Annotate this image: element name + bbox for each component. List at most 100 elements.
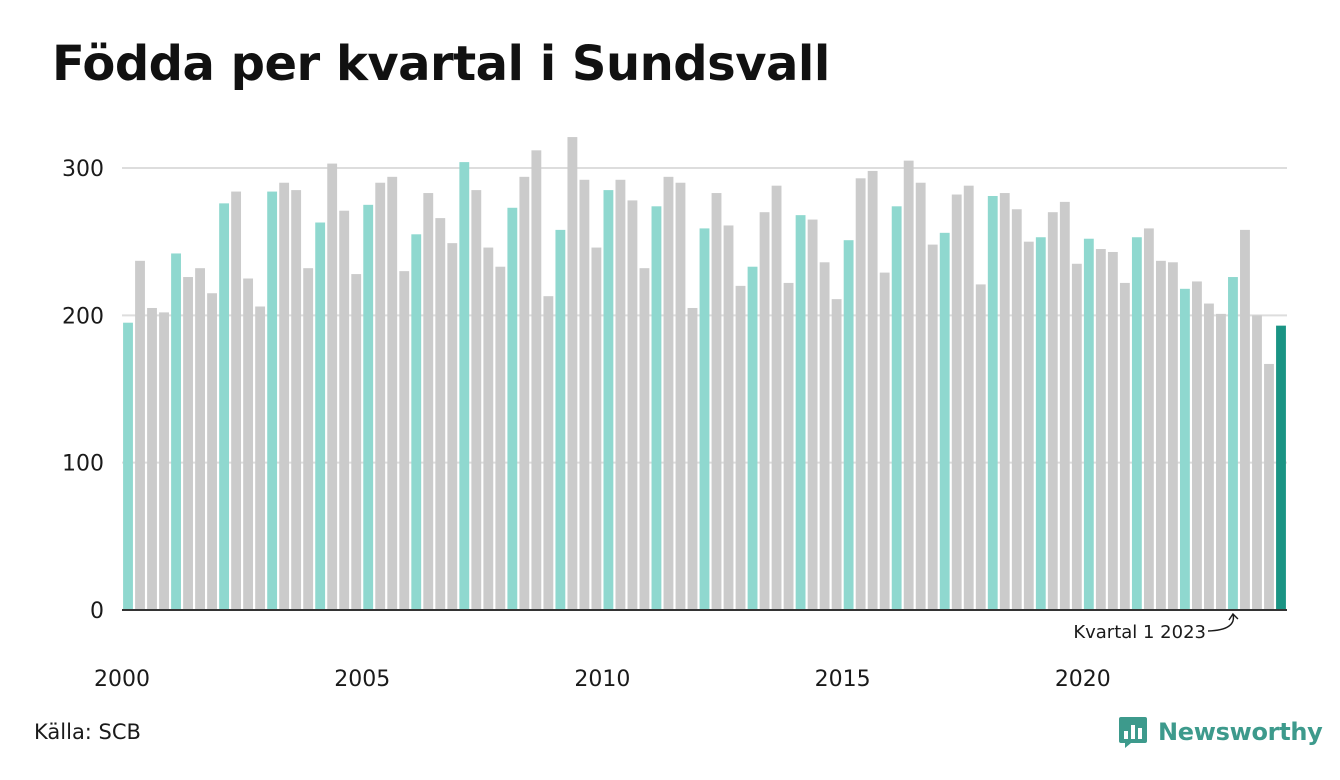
bar xyxy=(891,206,902,610)
bar xyxy=(1179,288,1190,610)
bar xyxy=(963,185,974,610)
bar xyxy=(1095,249,1106,611)
bar xyxy=(951,194,962,610)
bar xyxy=(603,190,614,610)
bar xyxy=(1276,325,1286,610)
bar xyxy=(723,225,734,610)
bar xyxy=(663,176,674,610)
bar xyxy=(879,272,890,610)
bar xyxy=(1071,263,1082,610)
bar xyxy=(807,219,818,611)
bar xyxy=(1107,251,1118,611)
bar xyxy=(615,179,626,610)
bar xyxy=(411,234,422,611)
brand-name: Newsworthy xyxy=(1158,718,1323,746)
bar xyxy=(303,268,314,610)
bar xyxy=(795,215,806,610)
bar xyxy=(507,207,518,610)
bar xyxy=(1083,238,1094,610)
bar xyxy=(351,274,362,610)
y-axis-tick-labels: 0 100 200 300 xyxy=(62,157,104,624)
bar xyxy=(339,210,350,610)
bar xyxy=(207,293,218,610)
annotation-arrow xyxy=(1207,613,1235,632)
y-tick-label: 200 xyxy=(62,304,104,329)
bar xyxy=(495,266,506,610)
bar xyxy=(147,307,157,610)
bar xyxy=(219,203,230,611)
bar xyxy=(267,191,278,610)
bar xyxy=(555,229,566,610)
bar xyxy=(1191,281,1202,610)
chart-title: Födda per kvartal i Sundsvall xyxy=(52,36,830,92)
bar xyxy=(687,307,698,610)
bar xyxy=(171,253,181,610)
bar xyxy=(675,182,686,610)
bar xyxy=(651,206,662,610)
bar xyxy=(867,170,878,611)
y-tick-label: 0 xyxy=(90,599,104,624)
bar xyxy=(243,278,254,610)
bar xyxy=(831,299,842,610)
bar xyxy=(771,185,782,610)
bar xyxy=(591,247,602,610)
bar xyxy=(1252,315,1262,610)
bar xyxy=(183,277,193,610)
x-tick-label: 2005 xyxy=(334,667,390,692)
bar xyxy=(435,218,446,611)
y-tick-label: 100 xyxy=(62,452,104,477)
bar xyxy=(531,150,542,610)
y-tick-label: 300 xyxy=(62,157,104,182)
bar xyxy=(939,232,950,610)
bar xyxy=(1059,201,1070,611)
bar xyxy=(519,176,530,610)
bar xyxy=(1119,282,1130,610)
bar xyxy=(483,247,494,610)
bar xyxy=(1047,212,1058,610)
bar xyxy=(123,322,133,610)
bar xyxy=(327,163,338,610)
bar xyxy=(399,271,410,610)
x-axis-tick-labels: 2000 2005 2010 2015 2020 xyxy=(94,667,1111,692)
bar xyxy=(699,228,710,610)
bars xyxy=(123,137,1286,611)
bar xyxy=(903,160,914,610)
bar xyxy=(1155,260,1166,610)
bar xyxy=(159,312,169,610)
bar xyxy=(855,178,866,610)
x-tick-label: 2000 xyxy=(94,667,150,692)
bar xyxy=(747,266,758,610)
bar xyxy=(255,306,266,610)
bar xyxy=(1228,277,1238,610)
bar xyxy=(135,260,145,610)
bar xyxy=(1264,363,1274,610)
bar xyxy=(387,176,398,610)
bar xyxy=(1011,209,1022,610)
bar xyxy=(1023,241,1034,610)
x-tick-label: 2010 xyxy=(574,667,630,692)
bar xyxy=(915,182,926,610)
bar xyxy=(279,182,290,610)
bar xyxy=(975,284,986,610)
x-tick-label: 2020 xyxy=(1055,667,1111,692)
bar xyxy=(567,137,578,610)
bar xyxy=(1167,262,1178,610)
bar xyxy=(315,222,326,610)
bar xyxy=(363,204,374,611)
newsworthy-logo: Newsworthy xyxy=(1118,714,1323,750)
bar xyxy=(447,243,458,610)
bar xyxy=(1143,228,1154,610)
annotation-label: Kvartal 1 2023 xyxy=(1073,622,1206,643)
source-note: Källa: SCB xyxy=(34,720,141,744)
bar xyxy=(1035,237,1046,610)
bar xyxy=(579,179,590,610)
bar xyxy=(819,262,830,610)
bar xyxy=(1216,313,1226,610)
bar xyxy=(195,268,205,610)
bar xyxy=(987,195,998,610)
bar xyxy=(639,268,650,610)
bar xyxy=(471,190,482,610)
bar xyxy=(375,182,386,610)
bar-chart-speech-bubble-icon xyxy=(1119,717,1147,748)
